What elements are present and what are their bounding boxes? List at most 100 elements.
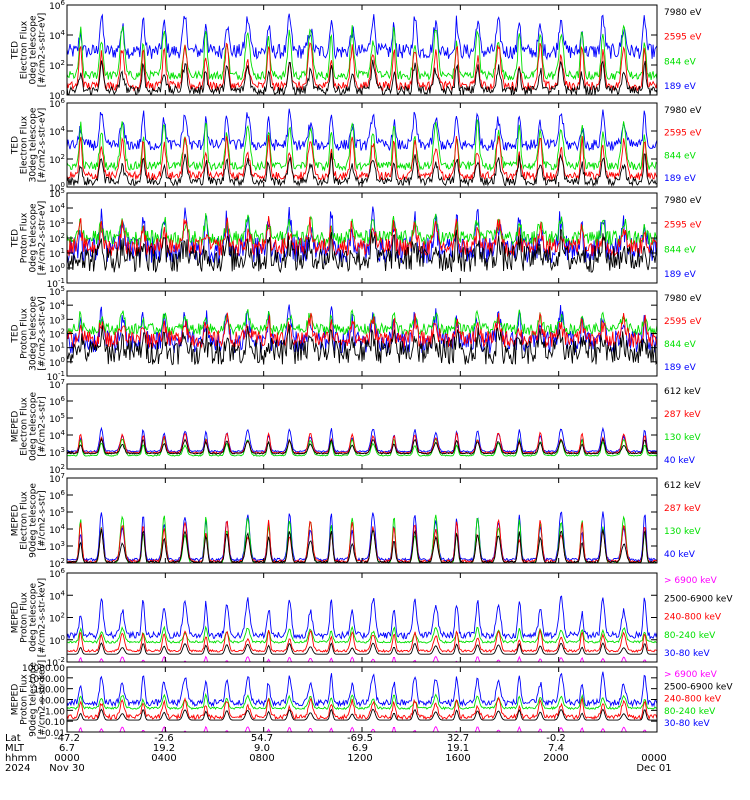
series-line — [67, 426, 658, 453]
y-tick-label: 103 — [49, 446, 65, 459]
y-tick-label: 103 — [49, 217, 65, 230]
series-line — [66, 625, 658, 644]
hhmm-value: 0000 — [641, 753, 666, 764]
legend-label: 7980 eV — [664, 294, 702, 304]
mlt-value: 6.7 — [59, 743, 75, 754]
y-tick-label: 10.00 — [39, 697, 65, 707]
lat-value: -47.2 — [54, 733, 80, 744]
y-tick-label: 100.00 — [34, 686, 66, 696]
legend-label: 30-80 keV — [664, 649, 710, 659]
y-tick-label: 105 — [49, 506, 65, 519]
legend-label: 2595 eV — [664, 317, 702, 327]
legend-label: 240-800 keV — [664, 695, 722, 705]
series-line — [66, 134, 658, 182]
series-line — [66, 42, 658, 92]
series-line — [66, 324, 658, 366]
legend-label: 2500-6900 keV — [664, 594, 733, 604]
legend-label: 612 keV — [664, 481, 701, 491]
legend-label: 189 eV — [664, 270, 697, 280]
y-axis-label: TEDElectron Flux0deg telescope[#/cm2-s-s… — [11, 13, 48, 88]
hhmm-value: 0400 — [151, 753, 176, 764]
row-label-lat: Lat — [5, 733, 21, 744]
lat-value: -69.5 — [347, 733, 373, 744]
plot-frame — [66, 477, 658, 564]
series-line — [66, 24, 658, 82]
lat-value: 32.7 — [447, 733, 469, 744]
y-tick-label: 104 — [49, 589, 65, 602]
legend-label: 2595 eV — [664, 129, 702, 139]
y-tick-label: 102 — [49, 612, 65, 625]
y-tick-label: 104 — [49, 125, 65, 138]
date-value: Dec 01 — [636, 763, 671, 774]
row-label-mlt: MLT — [5, 743, 25, 754]
series-line — [67, 642, 657, 655]
legend-label: 2595 eV — [664, 33, 702, 43]
y-axis-label: TEDProton Flux30deg telescope[#/cm2-s-st… — [11, 296, 48, 371]
y-tick-label: 106 — [49, 0, 65, 12]
y-tick-label: 102 — [49, 59, 65, 72]
series-line — [66, 671, 658, 708]
row-label-hhmm: hhmm — [5, 753, 37, 764]
legend-label: 7980 eV — [664, 106, 702, 116]
y-tick-label: 105 — [49, 412, 65, 425]
time-axis-labels: Lat MLT hhmm 2024 -47.2 6.7 0000 Nov 30 … — [5, 733, 672, 774]
hhmm-value: 0000 — [54, 753, 79, 764]
y-tick-label: 0.10 — [45, 718, 65, 728]
y-tick-label: 102 — [49, 153, 65, 166]
legend-label: 130 keV — [664, 527, 701, 537]
series-line — [66, 692, 658, 711]
legend-label: 40 keV — [664, 550, 696, 560]
y-tick-label: 104 — [49, 429, 65, 442]
series-line — [66, 437, 658, 455]
series-line — [66, 152, 658, 187]
series-line — [66, 118, 658, 172]
y-tick-label: 100 — [49, 356, 65, 369]
legend-label: 287 keV — [664, 504, 701, 514]
y-tick-label: 1.00 — [45, 707, 65, 717]
legend-label: 2500-6900 keV — [664, 682, 733, 692]
y-axis-label: MEPEDElectron Flux90deg telescope[#/cm2-… — [11, 483, 48, 558]
y-tick-label: 10000.00 — [22, 664, 65, 674]
hhmm-value: 1600 — [445, 753, 470, 764]
legend-label: 130 keV — [664, 433, 701, 443]
y-tick-label: 101 — [49, 342, 65, 355]
y-tick-label: 106 — [49, 489, 65, 502]
legend-label: 844 eV — [664, 245, 697, 255]
legend-label: 80-240 keV — [664, 707, 716, 717]
y-tick-label: 104 — [49, 299, 65, 312]
legend-label: 2595 eV — [664, 221, 702, 231]
y-tick-label: 106 — [49, 395, 65, 408]
series-line — [66, 108, 658, 152]
y-tick-label: 104 — [49, 202, 65, 215]
date-value: Nov 30 — [49, 763, 84, 774]
y-tick-label: 1000.00 — [28, 675, 65, 685]
y-axis-label: MEPEDElectron Flux0deg telescope[#/cm2-s… — [11, 392, 48, 462]
series-line — [66, 308, 658, 337]
legend-label: > 6900 keV — [664, 670, 718, 680]
hhmm-value: 2000 — [543, 753, 568, 764]
series-line — [66, 514, 658, 564]
panel: 0.010.101.0010.00100.001000.0010000.00ME… — [11, 660, 734, 739]
legend-label: 612 keV — [664, 387, 701, 397]
series-line — [66, 59, 658, 96]
lat-value: -0.2 — [546, 733, 566, 744]
y-tick-label: 100 — [49, 262, 65, 275]
legend-label: 844 eV — [664, 340, 697, 350]
legend-label: 240-800 keV — [664, 613, 722, 623]
hhmm-value: 1200 — [347, 753, 372, 764]
legend-label: 189 eV — [664, 174, 697, 184]
row-label-year: 2024 — [5, 763, 30, 774]
y-axis-label: TEDProton Flux0deg telescope[#/cm2-s-str… — [11, 201, 48, 276]
y-tick-label: 104 — [49, 29, 65, 42]
legend-label: 287 keV — [664, 410, 701, 420]
y-tick-label: 101 — [49, 247, 65, 260]
lat-value: -2.6 — [154, 733, 174, 744]
y-axis-label: MEPEDProton Flux90deg telescope[#/cm2-s-… — [11, 660, 48, 739]
legend-label: 40 keV — [664, 456, 696, 466]
series-line — [67, 708, 657, 721]
